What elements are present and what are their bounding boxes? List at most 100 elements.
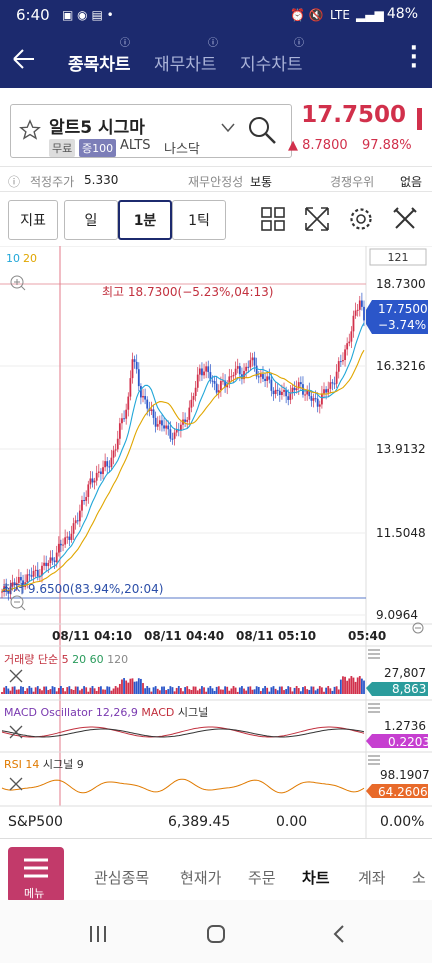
- close-macd-icon[interactable]: [9, 725, 23, 739]
- back-icon[interactable]: [330, 924, 350, 944]
- volume-max-value: 27,807: [384, 666, 426, 680]
- ma10-label: 10: [6, 252, 20, 265]
- tab-financial-chart[interactable]: 재무차트: [154, 55, 217, 75]
- high-price-label: 최고 18.7300(−5.23%,04:13): [102, 285, 273, 299]
- price-tick: 9.0964: [376, 608, 418, 622]
- help-icon[interactable]: ⓘ: [8, 175, 21, 189]
- nav-chart[interactable]: 차트: [302, 869, 330, 887]
- price-tick: 13.9132: [376, 442, 426, 456]
- tab-badge-icon: ⓘ: [208, 38, 218, 49]
- zoom-out-icon[interactable]: [10, 595, 26, 611]
- macd-label: MACD Oscillator 12,26,9 MACD 시그널: [4, 706, 208, 719]
- stock-search-box[interactable]: 알트5 시그마 무료 증100 ALTS 나스닥: [10, 104, 292, 158]
- favorite-star-icon[interactable]: [19, 119, 41, 141]
- current-price-tag-value: 17.7500: [378, 302, 428, 316]
- index-name: S&P500: [8, 814, 63, 830]
- menu-button[interactable]: 메뉴: [8, 847, 64, 903]
- stock-name: 알트5 시그마: [49, 118, 145, 138]
- macd-current-tag: [366, 734, 428, 748]
- time-tick: 08/11 04:10: [52, 629, 132, 643]
- day-period-button[interactable]: 일: [64, 200, 118, 240]
- home-icon[interactable]: [206, 924, 226, 944]
- nav-quote[interactable]: 현재가: [180, 869, 222, 887]
- battery-level: 48%: [386, 6, 418, 22]
- tab-index-chart[interactable]: 지수차트: [240, 55, 303, 75]
- tab-badge-icon: ⓘ: [120, 38, 130, 49]
- settings-gear-icon[interactable]: [348, 206, 374, 232]
- volume-bars: [1, 676, 365, 694]
- hamburger-icon: [24, 858, 48, 878]
- low-price-label: 최저 9.6500(83.94%,20:04): [2, 582, 163, 596]
- volume-current-tag: [366, 682, 428, 696]
- recent-apps-icon[interactable]: [88, 924, 108, 944]
- exchange-name: 나스닥: [164, 142, 200, 157]
- menu-label: 메뉴: [24, 887, 45, 900]
- tab-badge-icon: ⓘ: [294, 38, 304, 49]
- price-change-percent: 97.88%: [362, 138, 412, 153]
- current-price-tag-percent: −3.74%: [378, 318, 426, 332]
- financial-stability-value: 보통: [250, 175, 273, 189]
- signal-bars-icon: ▂▄▆: [356, 8, 384, 22]
- price-tick: 18.7300: [376, 277, 426, 291]
- nav-order[interactable]: 주문: [248, 869, 276, 887]
- ma20-label: 20: [23, 252, 37, 265]
- rsi-line: [1, 778, 365, 794]
- free-badge: 무료: [49, 139, 76, 157]
- status-bar: 6:40 ▣ ◉ ▤ • ⏰ 🔇 LTE ▂▄▆ 48%: [0, 0, 432, 32]
- panel-menu-icon[interactable]: [368, 703, 380, 713]
- macd-signal-line: [1, 728, 365, 738]
- nav-more[interactable]: 소: [412, 869, 426, 887]
- rsi-current-value: 64.2606: [378, 785, 428, 799]
- current-price-tag: [366, 300, 428, 334]
- rsi-label: RSI 14 시그널 9: [4, 758, 84, 771]
- chart-toolbar: 지표 일 1분 1틱: [0, 196, 432, 244]
- network-label: LTE: [330, 8, 350, 22]
- macd-line: [1, 726, 365, 738]
- system-nav-bar: [0, 900, 432, 963]
- zoom-out-icon[interactable]: [412, 622, 424, 634]
- volume-label: 거래량 단순 5 20 60 120: [4, 653, 128, 666]
- close-volume-icon[interactable]: [9, 669, 23, 683]
- status-time: 6:40: [16, 6, 50, 24]
- tick-period-button[interactable]: 1틱: [172, 200, 226, 240]
- zoom-in-icon[interactable]: [10, 275, 26, 291]
- ticker-symbol: ALTS: [120, 138, 151, 153]
- financial-stability-label: 재무안정성: [188, 175, 244, 189]
- current-price: 17.7500: [301, 102, 406, 128]
- minute-period-button[interactable]: 1분: [118, 200, 172, 240]
- top-nav: 종목차트 ⓘ 재무차트 ⓘ 지수차트 ⓘ · · ·: [0, 32, 432, 88]
- period-count[interactable]: 121: [388, 251, 409, 264]
- competitive-advantage-value: 없음: [400, 175, 423, 189]
- more-menu-icon[interactable]: · · ·: [409, 36, 418, 79]
- fullscreen-icon[interactable]: [304, 206, 330, 232]
- rsi-current-tag: [366, 784, 428, 798]
- chevron-down-icon[interactable]: [221, 123, 235, 133]
- tools-icon[interactable]: [392, 206, 418, 232]
- layout-grid-icon[interactable]: [260, 206, 286, 232]
- tab-stock-chart[interactable]: 종목차트: [68, 55, 131, 75]
- stock-chart[interactable]: 10 20 최고 18.7300(−5.23%,04:13) 최저 9.6500…: [0, 246, 432, 838]
- indicator-button[interactable]: 지표: [8, 200, 58, 240]
- index-value: 6,389.45: [168, 814, 230, 830]
- competitive-advantage-label: 경쟁우위: [330, 175, 375, 189]
- panel-menu-icon[interactable]: [368, 755, 380, 765]
- price-tick: 16.3216: [376, 359, 426, 373]
- valuation-row: ⓘ 적정주가 5.330 재무안정성 보통 경쟁우위 없음: [0, 166, 432, 192]
- signal-icons: ⏰ 🔇: [290, 8, 324, 22]
- ma20-line: [1, 349, 365, 592]
- time-tick: 08/11 04:40: [144, 629, 224, 643]
- fair-price-value: 5.330: [84, 173, 119, 187]
- margin-badge: 증100: [79, 139, 117, 157]
- nav-account[interactable]: 계좌: [358, 869, 386, 887]
- ma10-line: [1, 322, 365, 592]
- index-change-percent: 0.00%: [380, 814, 424, 830]
- search-icon[interactable]: [247, 115, 277, 145]
- close-rsi-icon[interactable]: [9, 777, 23, 791]
- macd-current-value: 0.2203: [388, 735, 430, 749]
- notification-icons: ▣ ◉ ▤ •: [62, 8, 114, 22]
- panel-menu-icon[interactable]: [368, 649, 380, 659]
- price-change: ▲ 8.7800: [288, 138, 348, 153]
- nav-watchlist[interactable]: 관심종목: [94, 869, 150, 887]
- volume-current-value: 8,863: [392, 682, 426, 696]
- back-arrow-icon[interactable]: [10, 46, 36, 72]
